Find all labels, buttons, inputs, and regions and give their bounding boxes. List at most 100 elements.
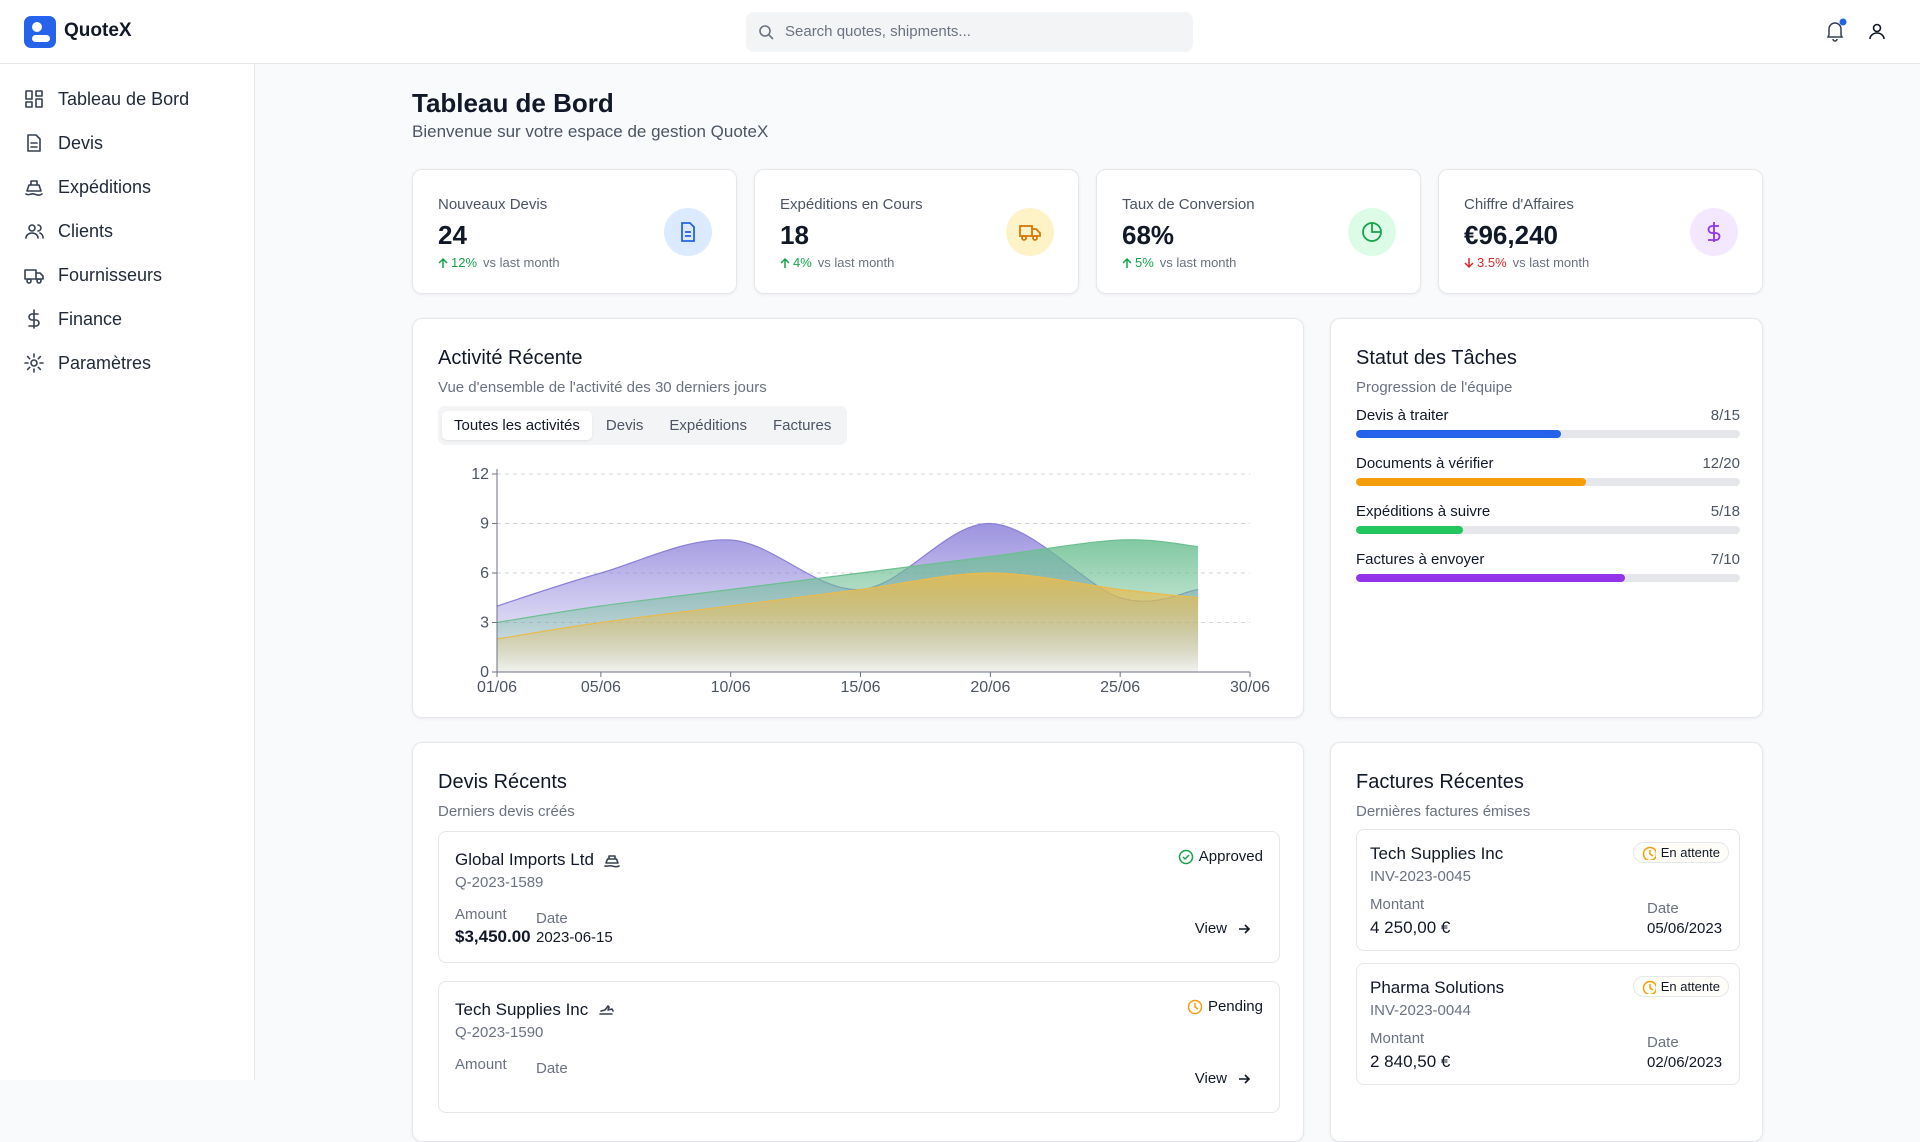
status-icon xyxy=(1642,980,1656,994)
sidebar: Tableau de Bord Devis Expéditions Clients Fo… xyxy=(0,64,255,1080)
y-tick-label: 0 xyxy=(480,664,489,681)
nav-item[interactable]: Finance xyxy=(24,303,122,335)
client-name: Global Imports Ltd xyxy=(455,850,594,869)
invoice-card: Pharma Solutions INV-2023-0044 En attente M… xyxy=(1356,963,1740,1085)
status-text: En attente xyxy=(1660,845,1720,860)
task-count: 8/15 xyxy=(1710,407,1740,424)
nav-icon xyxy=(25,90,43,108)
tab[interactable]: Toutes les activités xyxy=(442,411,592,440)
task: Factures à envoyer 7/10 xyxy=(1356,551,1740,582)
nav-label: Finance xyxy=(58,308,123,329)
tab[interactable]: Devis xyxy=(605,417,644,434)
transport-icon xyxy=(599,1005,615,1015)
view-button[interactable]: View xyxy=(1195,1070,1251,1087)
progress-track xyxy=(1356,430,1740,438)
arrow-icon xyxy=(1239,1073,1251,1084)
task: Documents à vérifier 12/20 xyxy=(1356,455,1740,486)
area-line xyxy=(496,572,1199,640)
stat-card: Chiffre d'Affaires €96,240 3.5% vs last mon… xyxy=(1438,169,1763,294)
nav-item[interactable]: Devis xyxy=(24,127,103,159)
quote-card: Global Imports Ltd Q-2023-1589 Approved Amo… xyxy=(438,831,1280,963)
stat-card: Expéditions en Cours 18 4% vs last month xyxy=(754,169,1079,294)
status-badge: Pending xyxy=(1187,998,1263,1015)
top-bar: QuoteX Search quotes, shipments... xyxy=(0,0,1920,64)
view-label: View xyxy=(1194,1070,1227,1087)
date-label: Date xyxy=(1647,900,1679,917)
tab[interactable]: Expéditions xyxy=(669,417,747,434)
status-icon xyxy=(1178,849,1194,864)
progress-bar xyxy=(1356,574,1625,582)
brand: QuoteX xyxy=(64,20,132,41)
progress-bar xyxy=(1356,526,1463,534)
x-tick-label: 05/06 xyxy=(581,679,621,696)
nav-item[interactable]: Tableau de Bord xyxy=(24,83,189,115)
stat-change: 5% vs last month xyxy=(1122,255,1236,270)
task-count: 7/10 xyxy=(1710,551,1740,568)
stat-change-text: 5% xyxy=(1135,255,1154,270)
date-value: 05/06/2023 xyxy=(1647,920,1723,937)
nav-item[interactable]: Expéditions xyxy=(24,171,151,203)
nav-icon xyxy=(28,309,40,329)
date-value: 2023-06-15 xyxy=(536,929,613,946)
view-button[interactable]: View xyxy=(1195,920,1251,937)
task-label: Factures à envoyer xyxy=(1356,551,1485,568)
status-icon xyxy=(1187,999,1203,1014)
search-box[interactable]: Search quotes, shipments... xyxy=(746,12,1193,52)
search-icon xyxy=(759,25,774,40)
nav-item[interactable]: Paramètres xyxy=(24,347,151,379)
stat-label: Nouveaux Devis xyxy=(438,196,548,213)
status-badge: En attente xyxy=(1632,976,1729,997)
stat-icon-glyph xyxy=(1019,225,1041,241)
stat-change-value: 4% xyxy=(780,255,812,270)
trend-arrow xyxy=(780,257,790,268)
trend-arrow xyxy=(1122,257,1132,268)
stat-value: 24 xyxy=(438,220,467,250)
x-tick-label: 25/06 xyxy=(1100,679,1140,696)
amount-label: Amount xyxy=(455,1056,507,1073)
date-value: 02/06/2023 xyxy=(1647,1054,1723,1071)
nav-icon xyxy=(25,224,44,239)
panel-subtitle: Vue d'ensemble de l'activité des 30 dern… xyxy=(438,379,767,396)
user-menu[interactable] xyxy=(1868,22,1886,42)
activity-panel: Activité Récente Vue d'ensemble de l'act… xyxy=(412,318,1304,718)
date-label: Date xyxy=(536,910,568,927)
amount-label: Montant xyxy=(1370,1030,1425,1047)
stat-icon-glyph xyxy=(681,222,695,242)
date-label: Date xyxy=(1647,1034,1679,1051)
nav-label: Paramètres xyxy=(58,352,152,373)
amount-value: $3,450.00 xyxy=(455,927,531,946)
x-tick-label: 20/06 xyxy=(970,679,1010,696)
status-text: En attente xyxy=(1660,979,1720,994)
task-header: Devis à traiter 8/15 xyxy=(1356,407,1740,424)
stat-change-value: 12% xyxy=(438,255,477,270)
stat-label: Chiffre d'Affaires xyxy=(1464,196,1574,213)
nav-label: Expéditions xyxy=(58,176,152,197)
nav-item[interactable]: Fournisseurs xyxy=(24,259,162,291)
stat-value: 18 xyxy=(780,220,809,250)
tab[interactable]: Factures xyxy=(772,417,832,434)
page-subtitle: Bienvenue sur votre espace de gestion Qu… xyxy=(412,122,769,141)
trend-arrow xyxy=(1464,257,1474,268)
notifications[interactable] xyxy=(1823,18,1847,44)
search-placeholder: Search quotes, shipments... xyxy=(785,23,971,40)
stat-change: 3.5% vs last month xyxy=(1464,255,1589,270)
panel-title: Statut des Tâches xyxy=(1356,347,1517,369)
progress-bar xyxy=(1356,430,1561,438)
nav-icon xyxy=(24,269,44,284)
invoices-panel: Factures Récentes Dernières factures émi… xyxy=(1330,742,1763,1142)
task-header: Factures à envoyer 7/10 xyxy=(1356,551,1740,568)
tasks-panel: Statut des Tâches Progression de l'équip… xyxy=(1330,318,1763,718)
stat-label: Expéditions en Cours xyxy=(780,196,923,213)
amount-value: 2 840,50 € xyxy=(1370,1052,1451,1071)
stat-change: 4% vs last month xyxy=(780,255,894,270)
task: Devis à traiter 8/15 xyxy=(1356,407,1740,438)
stat-value: 68% xyxy=(1122,220,1175,250)
status-text: Pending xyxy=(1207,998,1263,1015)
stat-change-text: 3.5% xyxy=(1477,255,1507,270)
task-header: Documents à vérifier 12/20 xyxy=(1356,455,1740,472)
task: Expéditions à suivre 5/18 xyxy=(1356,503,1740,534)
stat-icon-glyph xyxy=(1362,222,1382,242)
progress-track xyxy=(1356,478,1740,486)
nav-item[interactable]: Clients xyxy=(24,215,113,247)
